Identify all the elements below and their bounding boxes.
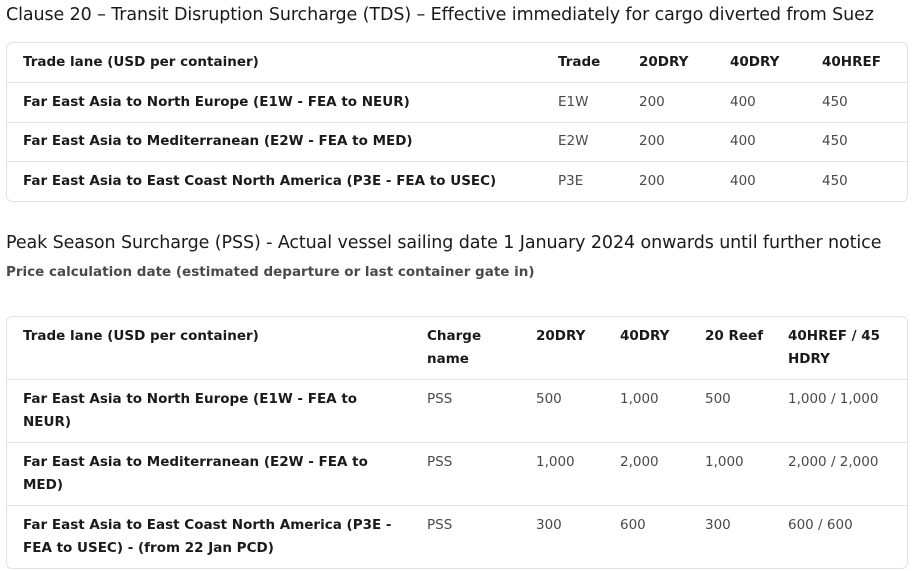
column-header-40href: 40HREF: [822, 54, 881, 70]
table-row: Far East Asia to North Europe (E1W - FEA…: [7, 82, 907, 122]
20reef-cell: 500: [689, 379, 772, 443]
pss-table-card: Trade lane (USD per container) Charge na…: [6, 316, 908, 569]
column-header-20dry: 20DRY: [536, 328, 586, 344]
table-row: Far East Asia to Mediterranean (E2W - FE…: [7, 442, 907, 506]
20dry-cell: 1,000: [520, 442, 604, 506]
20dry-cell: 200: [623, 121, 714, 162]
table-row: Far East Asia to East Coast North Americ…: [7, 161, 907, 201]
20dry-cell: 200: [623, 161, 714, 201]
trade-cell: E2W: [542, 121, 623, 162]
table-row: Far East Asia to East Coast North Americ…: [7, 505, 907, 568]
40dry-cell: 400: [714, 121, 806, 162]
trade-lane-cell: Far East Asia to East Coast North Americ…: [7, 505, 411, 568]
column-header-trade-lane: Trade lane (USD per container): [23, 328, 259, 344]
column-header-trade: Trade: [558, 54, 601, 70]
table-row: Far East Asia to Mediterranean (E2W - FE…: [7, 121, 907, 162]
40href-cell: 450: [806, 121, 907, 162]
pss-header-row: Trade lane (USD per container) Charge na…: [7, 317, 907, 380]
40href-cell: 1,000 / 1,000: [772, 379, 907, 443]
charge-name-cell: PSS: [411, 379, 520, 443]
trade-lane-cell: Far East Asia to Mediterranean (E2W - FE…: [7, 121, 542, 162]
table-row: Far East Asia to North Europe (E1W - FEA…: [7, 379, 907, 443]
tds-header-row: Trade lane (USD per container) Trade 20D…: [7, 43, 907, 83]
trade-lane-cell: Far East Asia to North Europe (E1W - FEA…: [7, 82, 542, 122]
trade-lane-cell: Far East Asia to North Europe (E1W - FEA…: [7, 379, 411, 443]
column-header-40dry: 40DRY: [730, 54, 780, 70]
column-header-40dry: 40DRY: [620, 328, 670, 344]
20dry-cell: 300: [520, 505, 604, 568]
40href-cell: 2,000 / 2,000: [772, 442, 907, 506]
20dry-cell: 200: [623, 82, 714, 122]
40href-cell: 450: [806, 161, 907, 201]
40dry-cell: 400: [714, 161, 806, 201]
pss-heading: Peak Season Surcharge (PSS) - Actual ves…: [6, 233, 882, 253]
column-header-20dry: 20DRY: [639, 54, 689, 70]
20reef-cell: 1,000: [689, 442, 772, 506]
column-header-20reef: 20 Reef: [705, 328, 764, 344]
20reef-cell: 300: [689, 505, 772, 568]
tds-table: Trade lane (USD per container) Trade 20D…: [7, 43, 907, 201]
trade-cell: E1W: [542, 82, 623, 122]
40href-cell: 450: [806, 82, 907, 122]
40dry-cell: 2,000: [604, 442, 689, 506]
trade-lane-cell: Far East Asia to East Coast North Americ…: [7, 161, 542, 201]
pss-subheading: Price calculation date (estimated depart…: [6, 264, 535, 280]
40dry-cell: 1,000: [604, 379, 689, 443]
charge-name-cell: PSS: [411, 505, 520, 568]
tds-table-card: Trade lane (USD per container) Trade 20D…: [6, 42, 908, 202]
pss-table: Trade lane (USD per container) Charge na…: [7, 317, 907, 568]
column-header-40href-45hdry: 40HREF / 45 HDRY: [788, 328, 881, 367]
trade-lane-cell: Far East Asia to Mediterranean (E2W - FE…: [7, 442, 411, 506]
charge-name-cell: PSS: [411, 442, 520, 506]
tds-heading: Clause 20 – Transit Disruption Surcharge…: [6, 5, 874, 25]
40href-cell: 600 / 600: [772, 505, 907, 568]
20dry-cell: 500: [520, 379, 604, 443]
column-header-trade-lane: Trade lane (USD per container): [23, 54, 259, 70]
trade-cell: P3E: [542, 161, 623, 201]
40dry-cell: 400: [714, 82, 806, 122]
40dry-cell: 600: [604, 505, 689, 568]
column-header-charge-name: Charge name: [427, 328, 482, 367]
